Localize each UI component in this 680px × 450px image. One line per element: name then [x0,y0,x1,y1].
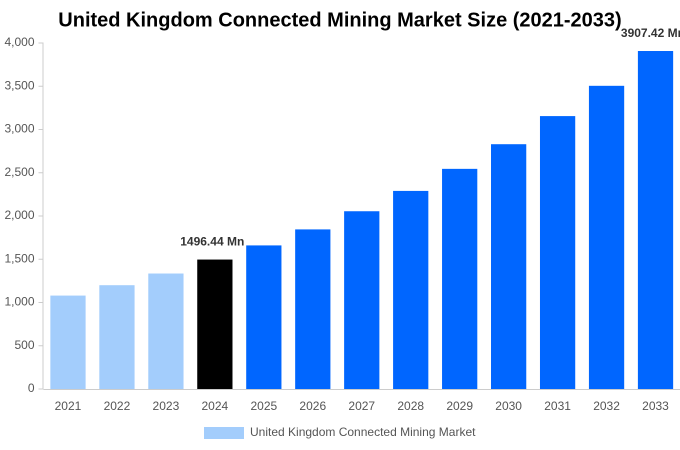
y-tick-label: 500 [14,338,34,352]
bar [99,285,135,389]
legend-label: United Kingdom Connected Mining Market [250,425,476,439]
y-tick-label: 3,000 [4,122,34,136]
y-tick-label: 3,500 [4,78,34,92]
data-label: 3907.42 Mn [621,26,680,40]
x-tick-label: 2022 [104,399,131,413]
bar [588,85,625,389]
y-tick-label: 2,000 [4,208,34,222]
bar [393,190,429,389]
y-tick-label: 1,500 [4,251,34,265]
data-label: 1496.44 Mn [180,235,244,249]
bar [148,273,184,389]
x-tick-label: 2028 [397,399,424,413]
bar [637,51,674,389]
x-tick-label: 2025 [250,399,277,413]
x-tick-label: 2032 [593,399,620,413]
x-tick-label: 2027 [348,399,375,413]
y-tick-label: 1,000 [4,295,34,309]
x-tick-label: 2030 [495,399,522,413]
legend-swatch [204,427,244,439]
bar [491,144,527,389]
x-tick-label: 2026 [299,399,326,413]
x-tick-label: 2033 [642,399,669,413]
y-tick-label: 2,500 [4,165,34,179]
y-tick-label: 0 [28,381,35,395]
bar [197,259,233,389]
x-tick-label: 2031 [544,399,571,413]
x-tick-label: 2029 [446,399,473,413]
x-tick-label: 2021 [55,399,82,413]
bar [295,229,331,389]
y-tick-label: 4,000 [4,35,34,49]
x-tick-label: 2023 [153,399,180,413]
bar [50,295,86,389]
bar [246,245,282,389]
bar [442,168,478,389]
bar [344,211,380,389]
chart-title: United Kingdom Connected Mining Market S… [58,9,621,31]
bar [539,116,576,389]
x-tick-label: 2024 [202,399,229,413]
